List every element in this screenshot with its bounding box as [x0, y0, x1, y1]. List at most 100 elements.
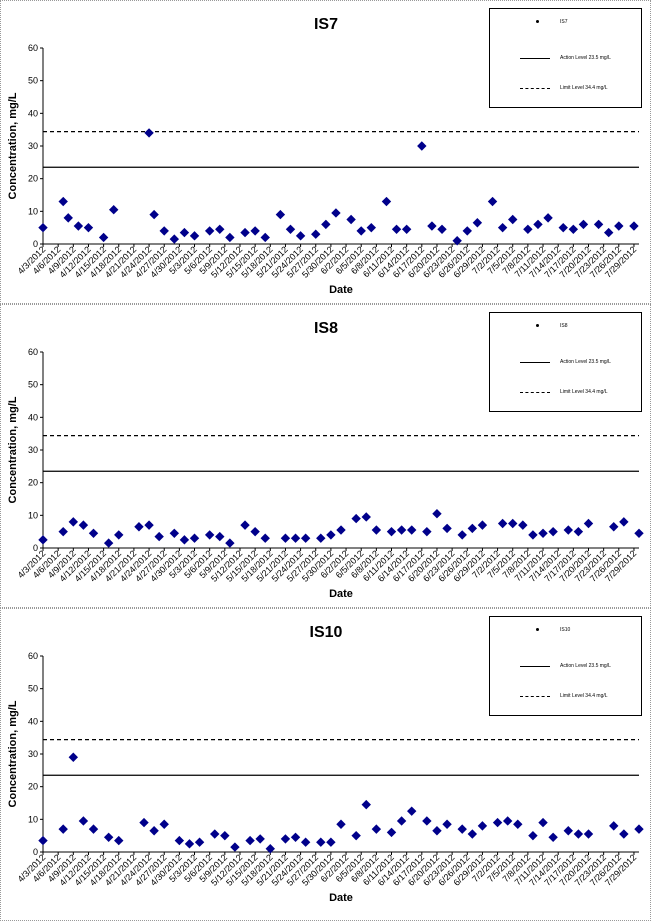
data-point: [583, 829, 594, 839]
data-point: [58, 824, 68, 834]
data-point: [548, 832, 558, 843]
data-point: [422, 816, 432, 826]
data-point: [457, 824, 467, 834]
data-point: [593, 219, 604, 230]
data-point: [432, 508, 442, 519]
data-point: [336, 819, 346, 829]
y-tick-label: 30: [28, 749, 38, 759]
data-point: [68, 517, 79, 527]
data-point: [538, 528, 548, 539]
data-point: [68, 752, 79, 762]
data-point: [502, 816, 513, 826]
data-point: [331, 208, 341, 218]
data-point: [194, 837, 205, 847]
y-tick-label: 0: [33, 847, 38, 857]
y-tick-label: 50: [28, 684, 38, 694]
data-point: [558, 222, 568, 233]
data-point: [240, 227, 250, 238]
y-tick-label: 60: [28, 43, 38, 53]
legend-marker-icon: [536, 20, 539, 23]
data-point: [603, 227, 614, 238]
data-point: [467, 523, 478, 534]
data-point: [619, 517, 629, 527]
y-tick-label: 10: [28, 510, 38, 520]
data-point: [103, 832, 114, 843]
data-point: [391, 224, 402, 235]
data-point: [88, 824, 99, 834]
data-point: [563, 525, 573, 535]
chart-panel: IS10 0 10 20 30 40 50 60 4/3/2012 4/6/2012 4/9/201…: [0, 608, 651, 921]
data-point: [189, 231, 200, 241]
data-point: [83, 222, 94, 233]
data-point: [154, 531, 164, 542]
data-point: [265, 844, 275, 854]
y-tick-label: 20: [28, 174, 38, 184]
data-point: [321, 219, 331, 230]
data-point: [356, 226, 366, 236]
chart-svg: IS701020304050604/3/20124/6/20124/9/2012…: [7, 16, 639, 296]
data-point: [472, 218, 483, 228]
data-point: [260, 232, 270, 243]
data-point: [144, 520, 154, 530]
legend-entry: Limit Level 34.4 mg/L: [490, 691, 641, 703]
y-axis-label: Concentration, mg/L: [7, 396, 19, 503]
data-point: [437, 224, 447, 235]
data-point: [149, 826, 159, 836]
data-point: [578, 219, 589, 230]
x-axis-label: Date: [329, 892, 353, 904]
data-point: [144, 128, 154, 138]
y-axis-label: Concentration, mg/L: [7, 700, 19, 807]
data-point: [583, 518, 594, 529]
data-point: [407, 806, 417, 816]
data-point: [467, 829, 478, 839]
data-point: [103, 538, 114, 548]
data-point: [346, 214, 356, 225]
data-point: [250, 226, 260, 236]
data-point: [179, 227, 190, 238]
chart-panel: IS8 0 10 20 30 40 50 60 4/3/2012 4/6/2012 4/9/2012…: [0, 304, 651, 608]
data-point: [513, 819, 523, 829]
data-point: [58, 196, 68, 207]
data-point: [139, 817, 149, 828]
legend-label: IS10: [560, 627, 571, 633]
data-point: [134, 522, 144, 532]
data-point: [528, 830, 538, 841]
data-point: [462, 226, 472, 236]
data-point: [543, 213, 553, 223]
data-point: [487, 196, 498, 207]
data-point: [240, 520, 250, 530]
data-point: [230, 842, 240, 852]
data-point: [260, 533, 270, 543]
data-point: [396, 525, 407, 535]
data-point: [568, 224, 579, 235]
data-point: [371, 824, 382, 834]
legend: IS7 Action Level 23.5 mg/L Limit Level 34.…: [489, 8, 642, 108]
data-point: [174, 835, 185, 846]
legend-entry: IS8: [490, 321, 641, 333]
legend-label: Limit Level 34.4 mg/L: [560, 693, 608, 699]
data-point: [336, 525, 346, 535]
y-tick-label: 10: [28, 814, 38, 824]
chart-svg: IS801020304050604/3/20124/6/20124/9/2012…: [7, 320, 644, 600]
legend-label: Action Level 23.5 mg/L: [560, 663, 611, 669]
legend-entry: IS10: [490, 625, 641, 637]
legend-solid-line-icon: [520, 58, 550, 59]
y-tick-label: 0: [33, 543, 38, 553]
data-point: [179, 535, 190, 545]
data-point: [609, 522, 619, 532]
data-point: [361, 512, 371, 522]
data-point: [351, 513, 361, 524]
y-tick-label: 50: [28, 380, 38, 390]
data-point: [63, 213, 73, 223]
data-point: [432, 826, 442, 836]
data-point: [614, 221, 624, 231]
data-point: [386, 827, 397, 838]
data-point: [361, 799, 371, 810]
y-tick-label: 40: [28, 716, 38, 726]
data-point: [98, 232, 109, 243]
data-point: [497, 518, 508, 529]
data-point: [295, 231, 306, 241]
data-point: [280, 533, 291, 543]
data-point: [184, 839, 195, 849]
data-point: [452, 236, 462, 246]
